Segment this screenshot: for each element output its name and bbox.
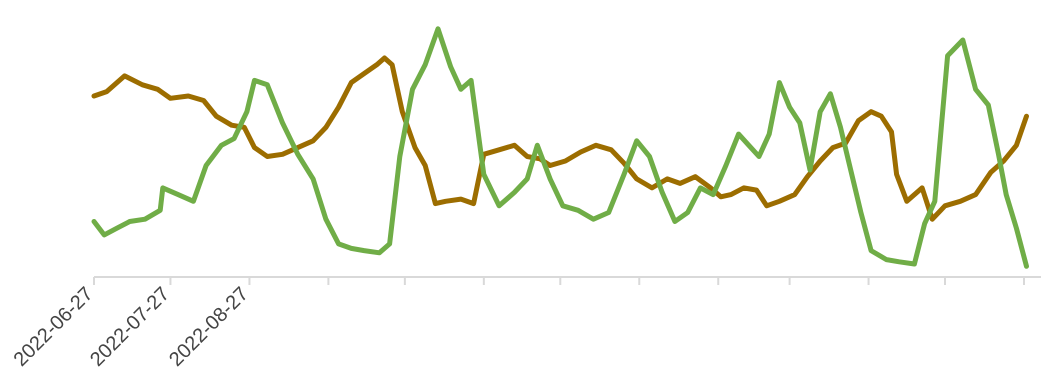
series-line-2	[91, 26, 1029, 269]
x-tick-label: 2022-06-27	[10, 283, 98, 371]
x-tick-label: 2022-07-27	[86, 283, 174, 371]
x-tick-label: 2022-08-27	[165, 283, 253, 371]
series-line-1	[91, 55, 1029, 222]
series-layer	[91, 26, 1029, 269]
axis-layer	[93, 276, 1041, 285]
